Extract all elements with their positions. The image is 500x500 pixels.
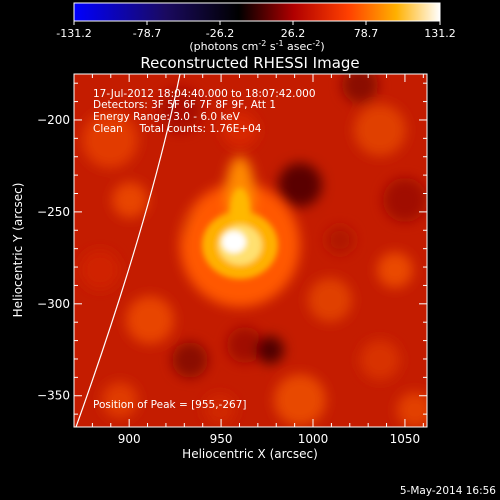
y-tick-label: −350 — [37, 389, 70, 403]
info-line-time: 17-Jul-2012 18:04:40.000 to 18:07:42.000 — [93, 88, 316, 100]
timestamp: 5-May-2014 16:56 — [400, 485, 496, 497]
colorbar-tick-label: 78.7 — [354, 27, 379, 40]
x-tick-label: 1050 — [390, 432, 421, 446]
colorbar-ticks — [73, 21, 441, 25]
x-tick-label: 950 — [210, 432, 233, 446]
info-line-counts: Clean Total counts: 1.76E+04 — [93, 123, 262, 135]
colorbar-tick-label: 26.2 — [281, 27, 306, 40]
info-line-detectors: Detectors: 3F 5F 6F 7F 8F 9F, Att 1 — [93, 99, 276, 111]
peak-position: Position of Peak = [955,-267] — [93, 399, 247, 411]
plot-frame — [73, 73, 428, 428]
colorbar-tick-label: 131.2 — [424, 27, 456, 40]
x-axis-label: Heliocentric X (arcsec) — [182, 447, 318, 461]
y-tick-label: −300 — [37, 297, 70, 311]
colorbar: -131.2 -78.7 -26.2 26.2 78.7 131.2 (phot… — [56, 2, 456, 53]
colorbar-units: (photons cm-2 s-1 asec-2) — [189, 39, 324, 53]
plot-title: Reconstructed RHESSI Image — [140, 54, 359, 72]
rhessi-image — [74, 74, 427, 427]
colorbar-tick-label: -131.2 — [56, 27, 91, 40]
colorbar-tick-label: -26.2 — [206, 27, 234, 40]
y-tick-label: −200 — [37, 113, 70, 127]
y-tick-label: −250 — [37, 205, 70, 219]
x-axis-ticks: 900 950 1000 1050 — [73, 74, 424, 446]
colorbar-tick-label: -78.7 — [133, 27, 161, 40]
x-tick-label: 1000 — [298, 432, 329, 446]
y-axis-label: Heliocentric Y (arcsec) — [11, 183, 25, 318]
y-axis-ticks: −200 −250 −300 −350 — [37, 82, 427, 415]
observation-info: 17-Jul-2012 18:04:40.000 to 18:07:42.000… — [93, 88, 316, 135]
colorbar-gradient — [73, 2, 441, 22]
x-tick-label: 900 — [118, 432, 141, 446]
solar-limb — [75, 74, 181, 427]
info-line-energy: Energy Range: 3.0 - 6.0 keV — [93, 111, 241, 123]
